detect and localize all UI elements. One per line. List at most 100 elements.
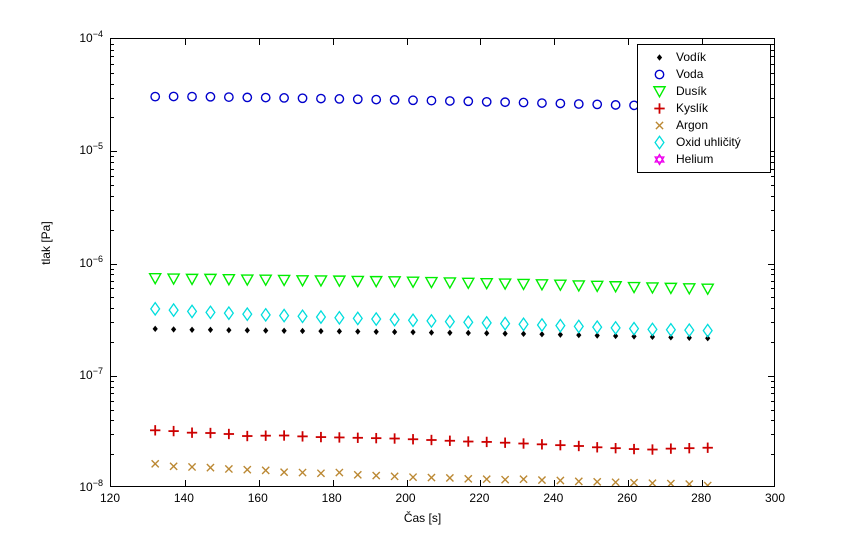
cross-icon	[642, 117, 676, 134]
y-tick-minor-right	[771, 308, 774, 310]
y-tick-minor-right	[771, 229, 774, 231]
y-tick-minor	[111, 49, 114, 51]
y-tick-minor	[111, 434, 114, 436]
legend-label: Dusík	[676, 84, 707, 98]
x-tick	[480, 480, 482, 486]
y-tick-minor	[111, 56, 114, 58]
series-voda	[150, 91, 713, 113]
y-tick-minor	[111, 322, 114, 324]
x-tick	[554, 480, 556, 486]
y-axis-title: tlak [Pa]	[39, 221, 53, 265]
y-tick-major-right	[768, 263, 774, 265]
y-tick-minor-right	[771, 400, 774, 402]
x-tick-label: 180	[321, 491, 342, 505]
y-tick-minor-right	[771, 274, 774, 276]
y-tick-major	[111, 375, 117, 377]
x-tick-label: 280	[691, 491, 712, 505]
y-tick-minor	[111, 97, 114, 99]
series-oxid-uhli-it-	[150, 301, 713, 338]
y-tick-minor-right	[771, 268, 774, 270]
y-tick-minor-right	[771, 297, 774, 299]
x-tick-top	[480, 39, 482, 45]
y-tick-minor-right	[771, 420, 774, 422]
y-tick-label: 10−6	[79, 253, 103, 270]
y-tick-minor	[111, 195, 114, 197]
y-tick-minor	[111, 308, 114, 310]
y-tick-minor	[111, 297, 114, 299]
y-tick-label: 10−4	[79, 29, 103, 45]
triangle-down-icon	[642, 83, 676, 100]
y-tick-minor	[111, 176, 114, 178]
y-tick-minor-right	[771, 72, 774, 74]
plus-icon	[642, 100, 676, 117]
legend-item-kysl-k[interactable]: Kyslík	[638, 100, 770, 117]
y-tick-minor	[111, 185, 114, 187]
y-tick-minor-right	[771, 280, 774, 282]
legend-item-dus-k[interactable]: Dusík	[638, 83, 770, 100]
y-tick-minor	[111, 156, 114, 158]
y-tick-minor-right	[771, 288, 774, 290]
x-tick	[628, 480, 630, 486]
y-tick-minor-right	[771, 209, 774, 211]
y-tick-minor-right	[771, 195, 774, 197]
y-tick-minor-right	[771, 162, 774, 164]
series-kysl-k	[150, 425, 713, 455]
x-tick-top	[332, 39, 334, 45]
x-tick-label: 200	[395, 491, 416, 505]
legend-label: Helium	[676, 152, 714, 166]
y-tick-minor-right	[771, 322, 774, 324]
x-tick-top	[258, 39, 260, 45]
y-tick-minor-right	[771, 185, 774, 187]
legend-item-oxid-uhli-it-[interactable]: Oxid uhličitý	[638, 134, 770, 151]
y-tick-minor	[111, 409, 114, 411]
y-tick-minor-right	[771, 380, 774, 382]
x-tick-label: 220	[469, 491, 490, 505]
y-tick-major-right	[768, 151, 774, 153]
y-tick-minor	[111, 386, 114, 388]
x-tick-top	[702, 39, 704, 45]
y-tick-minor-right	[771, 341, 774, 343]
x-tick-label: 140	[173, 491, 194, 505]
y-tick-minor-right	[771, 434, 774, 436]
legend-label: Argon	[676, 118, 709, 132]
y-tick-minor	[111, 288, 114, 290]
y-tick-minor-right	[771, 63, 774, 65]
diamond-icon	[642, 134, 676, 151]
legend-item-voda[interactable]: Voda	[638, 66, 770, 83]
legend-item-helium[interactable]: Helium	[638, 151, 770, 168]
x-tick-top	[406, 39, 408, 45]
y-tick-minor-right	[771, 176, 774, 178]
legend-label: Vodík	[676, 50, 707, 64]
series-argon	[151, 459, 712, 486]
y-tick-minor	[111, 63, 114, 65]
y-tick-minor	[111, 168, 114, 170]
y-tick-label: 10−8	[79, 478, 103, 494]
y-tick-minor-right	[771, 409, 774, 411]
y-tick-minor	[111, 393, 114, 395]
y-tick-minor-right	[771, 44, 774, 46]
y-tick-minor-right	[771, 49, 774, 51]
legend-item-vod-k[interactable]: Vodík	[638, 49, 770, 66]
y-tick-minor-right	[771, 56, 774, 58]
x-tick-label: 260	[617, 491, 638, 505]
y-tick-minor	[111, 162, 114, 164]
legend-label: Kyslík	[676, 101, 709, 115]
y-tick-minor-right	[771, 97, 774, 99]
legend-label: Oxid uhličitý	[676, 135, 741, 149]
x-tick-top	[628, 39, 630, 45]
y-tick-minor	[111, 44, 114, 46]
x-tick-label: 240	[543, 491, 564, 505]
legend-item-argon[interactable]: Argon	[638, 117, 770, 134]
y-tick-minor	[111, 400, 114, 402]
y-tick-minor-right	[771, 168, 774, 170]
x-tick-label: 160	[247, 491, 268, 505]
y-tick-minor	[111, 280, 114, 282]
y-tick-label: 10−7	[79, 365, 103, 382]
legend-label: Voda	[676, 67, 704, 81]
data-series-layer	[148, 91, 715, 486]
y-tick-major-right	[768, 375, 774, 377]
y-tick-label: 10−5	[79, 141, 103, 158]
hexagram-icon	[642, 151, 676, 168]
y-tick-minor-right	[771, 83, 774, 85]
